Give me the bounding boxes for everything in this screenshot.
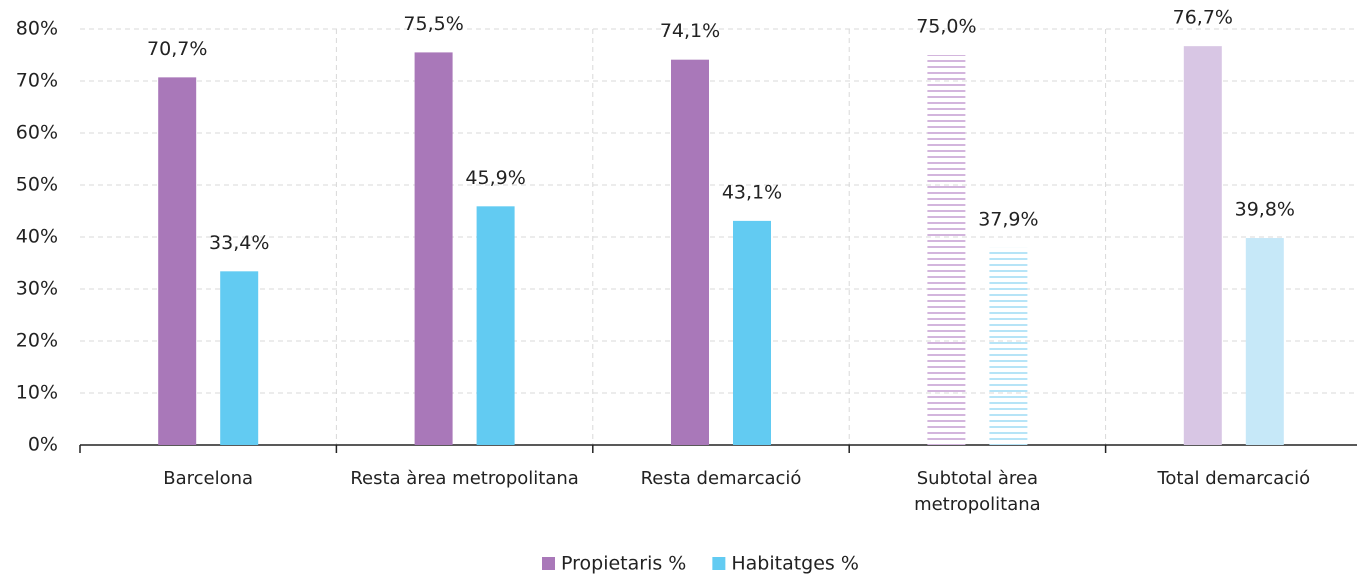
y-tick-label: 30%: [16, 278, 58, 300]
bar: [1245, 238, 1284, 445]
value-label: 39,8%: [1235, 199, 1295, 221]
legend: Propietaris % Habitatges %: [542, 553, 859, 574]
bar: [220, 271, 259, 445]
value-label: 45,9%: [465, 167, 525, 189]
x-tick-label: Subtotal àrea metropolitana: [914, 468, 1041, 515]
bar: [1183, 46, 1222, 445]
y-tick-label: 40%: [16, 226, 58, 248]
legend-label: Propietaris %: [561, 553, 686, 574]
legend-label: Habitatges %: [731, 553, 859, 574]
x-tick-label: Total demarcació: [1157, 468, 1311, 489]
value-label: 74,1%: [660, 20, 720, 42]
value-label: 43,1%: [722, 181, 782, 203]
x-tick-label: Barcelona: [163, 468, 254, 489]
bar: [927, 55, 966, 445]
y-tick-label: 70%: [16, 70, 58, 92]
y-tick-label: 50%: [16, 174, 58, 196]
y-tick-label: 20%: [16, 330, 58, 352]
x-tick-label: Resta demarcació: [640, 468, 802, 489]
y-tick-label: 0%: [28, 434, 58, 456]
bar: [989, 247, 1028, 445]
value-label: 37,9%: [978, 208, 1038, 230]
bar: [158, 77, 197, 446]
y-tick-label: 60%: [16, 122, 58, 144]
bar: [733, 220, 771, 445]
bar: [414, 52, 453, 446]
legend-swatch: [712, 557, 726, 570]
value-label: 70,7%: [147, 38, 207, 60]
bar: [476, 206, 515, 445]
x-tick-label: Resta àrea metropolitana: [350, 468, 579, 489]
legend-swatch: [542, 557, 555, 570]
value-label: 75,5%: [403, 13, 463, 35]
value-label: 75,0%: [916, 16, 976, 38]
bar: [671, 59, 709, 446]
y-tick-label: 10%: [16, 382, 58, 404]
value-label: 33,4%: [209, 232, 269, 254]
y-tick-label: 80%: [16, 18, 58, 40]
value-label: 76,7%: [1173, 7, 1233, 29]
